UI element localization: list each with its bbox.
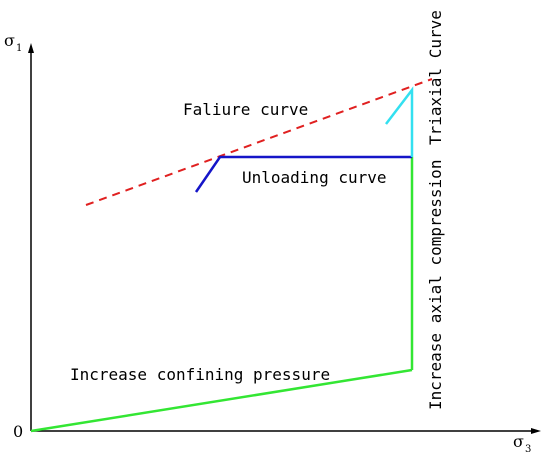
failure-curve (85, 78, 433, 206)
confining-pressure-label: Increase confining pressure (70, 365, 330, 384)
y-axis-symbol: σ (4, 31, 15, 50)
failure-curve-label: Faliure curve (183, 100, 308, 119)
unloading-curve (194, 155, 412, 193)
x-axis-symbol: σ (513, 432, 524, 451)
x-axis-subscript: 3 (525, 444, 531, 455)
y-axis-subscript: 1 (16, 43, 22, 54)
unloading-curve-label: Unloading curve (242, 168, 387, 187)
confining-pressure-path (30, 368, 413, 433)
axial-compression-label: Increase axial compression (426, 160, 445, 410)
triaxial-curve-label: Triaxial Curve (426, 10, 445, 145)
origin-label: 0 (13, 422, 23, 441)
triaxial-curve (385, 86, 414, 157)
